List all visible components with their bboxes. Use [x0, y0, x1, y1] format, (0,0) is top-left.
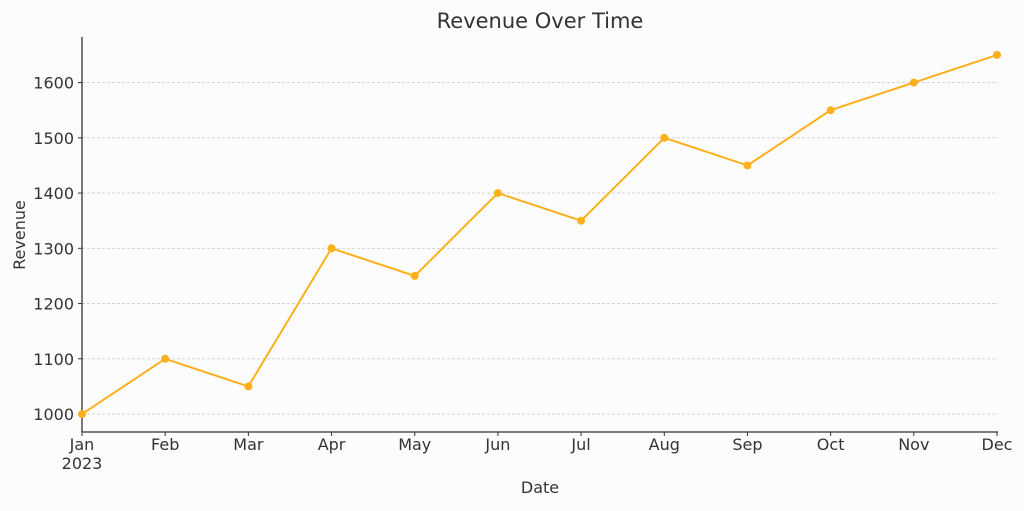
- y-tick-label: 1500: [33, 129, 74, 148]
- x-tick-label: Apr: [318, 435, 346, 454]
- x-tick-label: Aug: [649, 435, 680, 454]
- x-tick-label: Mar: [233, 435, 264, 454]
- x-tick-label: Jul: [570, 435, 590, 454]
- data-point: [161, 354, 170, 363]
- x-tick-label: Jan 2023: [62, 435, 103, 473]
- data-point: [660, 133, 669, 142]
- data-point: [743, 161, 752, 170]
- x-tick-label: Feb: [151, 435, 179, 454]
- chart-title: Revenue Over Time: [437, 9, 644, 33]
- data-point: [909, 78, 918, 87]
- y-tick-label: 1000: [33, 405, 74, 424]
- data-point: [993, 50, 1001, 59]
- data-point: [577, 216, 586, 225]
- y-tick-label: 1600: [33, 74, 74, 93]
- y-tick-label: 1300: [33, 239, 74, 258]
- data-point: [78, 410, 86, 419]
- data-point: [826, 106, 835, 115]
- y-tick-label: 1200: [33, 295, 74, 314]
- data-point: [493, 189, 502, 198]
- x-tick-label: Sep: [732, 435, 762, 454]
- x-axis-label: Date: [521, 478, 559, 497]
- x-tick-label: Dec: [982, 435, 1013, 454]
- y-axis-label: Revenue: [10, 200, 29, 270]
- data-point: [244, 382, 253, 391]
- x-tick-label: Jun: [484, 435, 510, 454]
- data-point: [410, 271, 419, 280]
- x-tick-label: May: [398, 435, 431, 454]
- revenue-line: [81, 54, 998, 415]
- data-point: [327, 244, 336, 253]
- x-tick-label: Oct: [817, 435, 845, 454]
- y-tick-label: 1400: [33, 184, 74, 203]
- x-tick-label: Nov: [898, 435, 929, 454]
- y-tick-label: 1100: [33, 350, 74, 369]
